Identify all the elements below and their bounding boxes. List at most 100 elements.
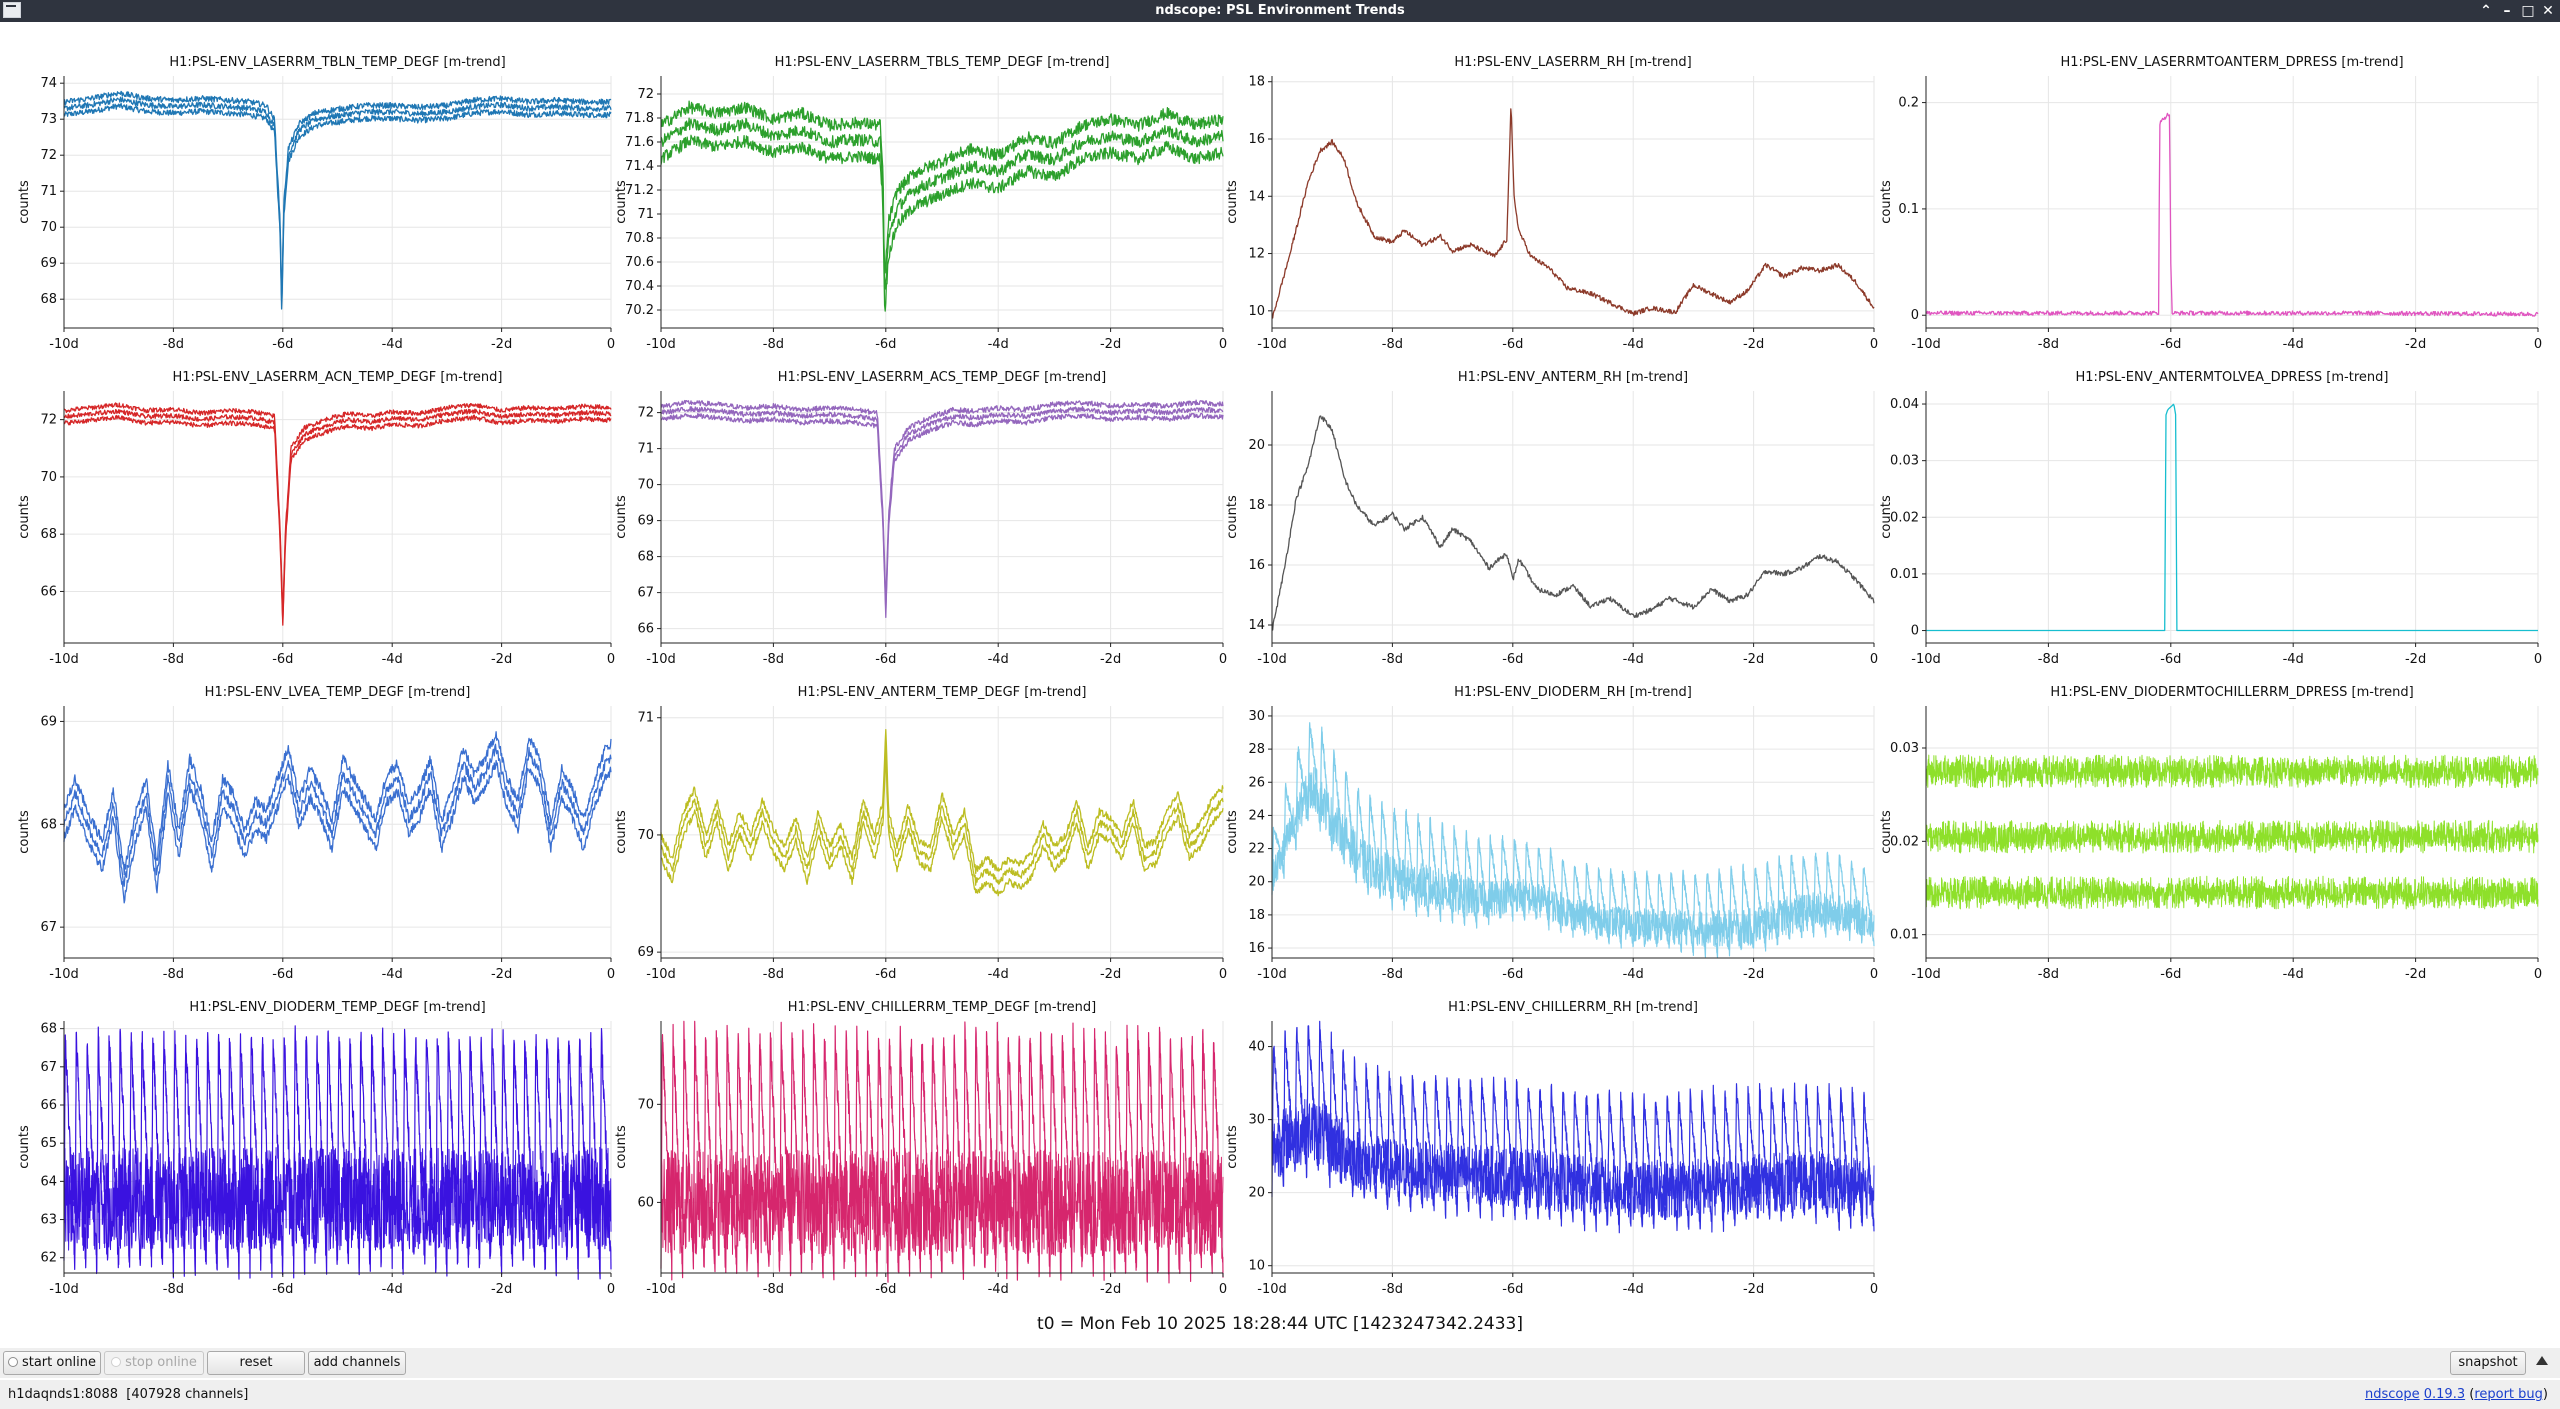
x-tick-label: -10d — [1257, 337, 1287, 352]
channel-count: [407928 channels] — [126, 1387, 249, 1402]
chart-title: H1:PSL-ENV_ANTERM_RH [m-trend] — [1458, 370, 1688, 385]
x-tick-label: -2d — [2405, 967, 2426, 982]
series-line — [660, 1149, 1224, 1257]
y-tick-label: 0 — [1911, 624, 1919, 639]
y-tick-label: 30 — [1248, 1113, 1265, 1128]
y-tick-label: 16 — [1248, 558, 1265, 573]
y-tick-label: 14 — [1248, 618, 1265, 633]
series-line — [63, 731, 612, 876]
x-tick-label: -8d — [763, 337, 784, 352]
triangle-up-icon[interactable] — [2536, 1356, 2548, 1365]
stop-online-button[interactable]: stop online — [104, 1351, 204, 1375]
window-menu-icon[interactable]: ⌃ — [2480, 3, 2492, 19]
maximize-icon[interactable]: □ — [2521, 3, 2535, 19]
add-channels-button[interactable]: add channels — [308, 1351, 406, 1375]
x-tick-label: -8d — [163, 652, 184, 667]
x-tick-label: -10d — [1911, 967, 1941, 982]
x-tick-label: 0 — [2534, 967, 2542, 982]
x-tick-label: 0 — [1870, 337, 1878, 352]
chart-title: H1:PSL-ENV_DIODERM_RH [m-trend] — [1454, 685, 1692, 700]
series-line — [660, 412, 1224, 619]
series-line — [660, 750, 1224, 897]
y-tick-label: 67 — [40, 1060, 57, 1075]
y-tick-label: 62 — [40, 1251, 57, 1266]
y-tick-label: 71 — [637, 207, 654, 222]
series-line — [1925, 819, 2539, 854]
x-tick-label: -6d — [875, 1282, 896, 1297]
y-tick-label: 20 — [1248, 1186, 1265, 1201]
x-tick-label: 0 — [1870, 1282, 1878, 1297]
y-tick-label: 71 — [40, 184, 57, 199]
x-tick-label: -8d — [1382, 1282, 1403, 1297]
y-tick-label: 68 — [40, 292, 57, 307]
series-line — [1925, 112, 2539, 317]
x-tick-label: -4d — [988, 652, 1009, 667]
chart-1: H1:PSL-ENV_LASERRM_TBLN_TEMP_DEGF [m-tre… — [17, 55, 615, 352]
series-line — [660, 117, 1224, 290]
x-tick-label: -2d — [1100, 1282, 1121, 1297]
y-axis-label: counts — [1879, 495, 1894, 539]
chart-title: H1:PSL-ENV_DIODERM_TEMP_DEGF [m-trend] — [189, 1000, 485, 1015]
y-tick-label: 0 — [1911, 308, 1919, 323]
x-tick-label: -6d — [272, 652, 293, 667]
y-axis-label: counts — [1225, 180, 1240, 224]
close-icon[interactable]: ✕ — [2542, 3, 2554, 19]
x-tick-label: -2d — [1100, 967, 1121, 982]
minimize-icon[interactable]: – — [2503, 3, 2511, 19]
ndscope-window-icon[interactable] — [3, 2, 21, 18]
y-tick-label: 66 — [40, 1098, 57, 1113]
x-tick-label: -6d — [1502, 652, 1523, 667]
y-tick-label: 16 — [1248, 941, 1265, 956]
plot-grid[interactable]: H1:PSL-ENV_LASERRM_TBLN_TEMP_DEGF [m-tre… — [0, 22, 2560, 1322]
chart-title: H1:PSL-ENV_LVEA_TEMP_DEGF [m-trend] — [205, 685, 471, 700]
series-line — [63, 743, 612, 887]
series-line — [660, 134, 1224, 312]
x-tick-label: -6d — [1502, 337, 1523, 352]
x-tick-label: -6d — [2160, 967, 2181, 982]
report-bug-link[interactable]: report bug — [2474, 1387, 2543, 1402]
y-tick-label: 12 — [1248, 247, 1265, 262]
chart-title: H1:PSL-ENV_CHILLERRM_RH [m-trend] — [1448, 1000, 1698, 1015]
y-tick-label: 26 — [1248, 775, 1265, 790]
y-axis-label: counts — [17, 810, 32, 854]
y-tick-label: 20 — [1248, 875, 1265, 890]
y-tick-label: 68 — [40, 527, 57, 542]
chart-title: H1:PSL-ENV_LASERRM_ACN_TEMP_DEGF [m-tren… — [173, 370, 503, 385]
y-tick-label: 0.04 — [1890, 397, 1919, 412]
y-tick-label: 72 — [637, 87, 654, 102]
plot-canvas[interactable]: H1:PSL-ENV_LASERRM_TBLN_TEMP_DEGF [m-tre… — [0, 22, 2560, 1322]
y-tick-label: 28 — [1248, 742, 1265, 757]
x-tick-label: -8d — [1382, 337, 1403, 352]
series-line — [63, 1146, 612, 1251]
snapshot-button[interactable]: snapshot — [2450, 1351, 2526, 1375]
x-tick-label: 0 — [1219, 1282, 1227, 1297]
chart-title: H1:PSL-ENV_LASERRM_TBLS_TEMP_DEGF [m-tre… — [775, 55, 1110, 70]
x-tick-label: -2d — [1743, 652, 1764, 667]
reset-button[interactable]: reset — [207, 1351, 305, 1375]
x-tick-label: -4d — [2283, 652, 2304, 667]
start-online-button[interactable]: start online — [3, 1351, 101, 1375]
x-tick-label: -8d — [1382, 967, 1403, 982]
x-tick-label: -2d — [491, 337, 512, 352]
series-line — [63, 759, 612, 904]
y-tick-label: 10 — [1248, 304, 1265, 319]
y-tick-label: 70 — [637, 828, 654, 843]
series-line — [63, 402, 612, 615]
series-line — [63, 408, 612, 623]
x-tick-label: -4d — [988, 1282, 1009, 1297]
y-tick-label: 0.03 — [1890, 741, 1919, 756]
x-tick-label: -6d — [2160, 652, 2181, 667]
y-tick-label: 63 — [40, 1213, 57, 1228]
x-tick-label: -4d — [988, 337, 1009, 352]
y-tick-label: 71.4 — [625, 159, 654, 174]
y-tick-label: 0.01 — [1890, 928, 1919, 943]
x-tick-label: 0 — [1219, 337, 1227, 352]
start-online-label: start online — [21, 1355, 97, 1370]
y-tick-label: 70.4 — [625, 279, 654, 294]
x-tick-label: -2d — [491, 1282, 512, 1297]
x-tick-label: -6d — [1502, 967, 1523, 982]
x-tick-label: -8d — [763, 1282, 784, 1297]
version-link[interactable]: 0.19.3 — [2423, 1387, 2466, 1402]
x-tick-label: -10d — [1257, 652, 1287, 667]
ndscope-link[interactable]: ndscope — [2364, 1387, 2420, 1402]
